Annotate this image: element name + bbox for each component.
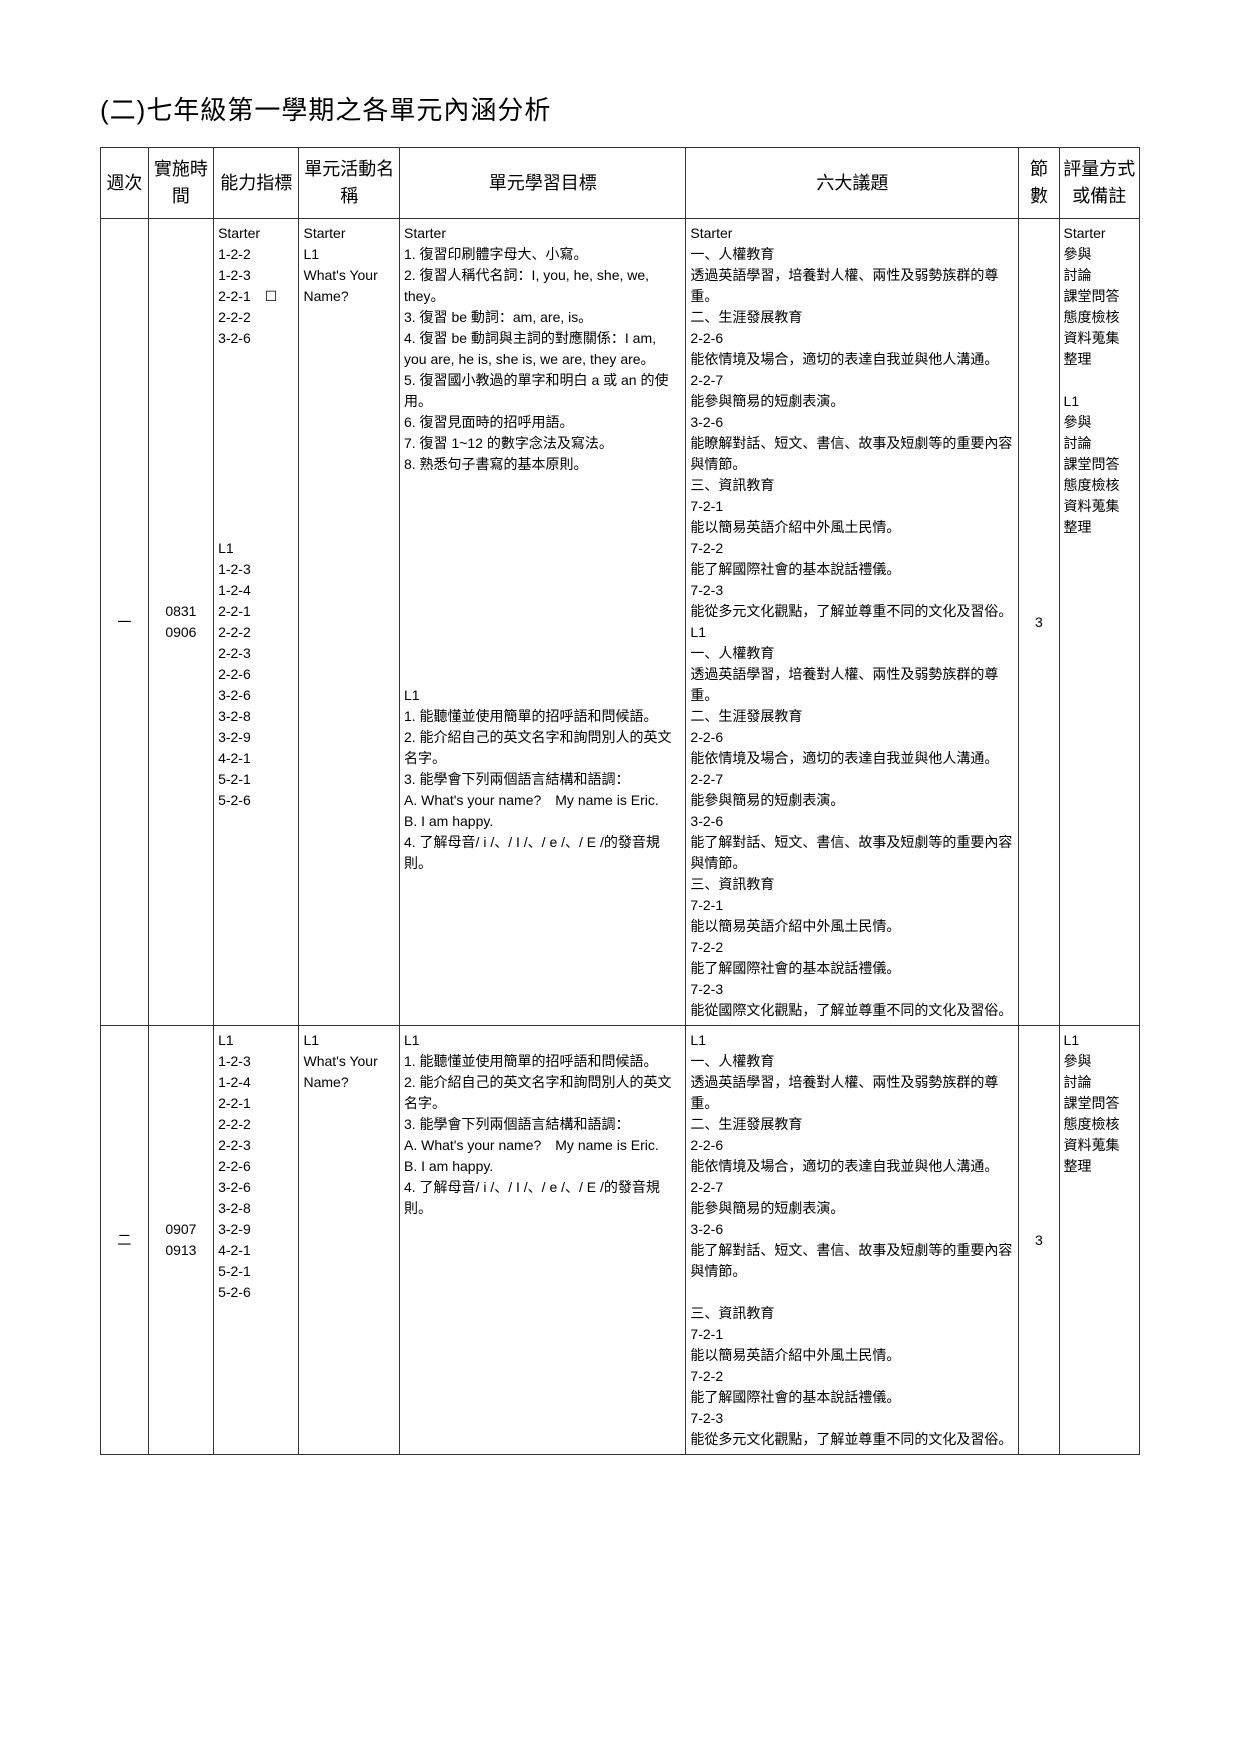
cell-ability: L1 1-2-3 1-2-4 2-2-1 2-2-2 2-2-3 2-2-6 3… [214, 1026, 299, 1455]
header-week: 週次 [101, 148, 149, 219]
cell-ability: Starter 1-2-2 1-2-3 2-2-1 ☐ 2-2-2 3-2-6 … [214, 219, 299, 1026]
header-periods: 節數 [1019, 148, 1059, 219]
curriculum-table: 週次 實施時間 能力指標 單元活動名稱 單元學習目標 六大議題 節數 評量方式或… [100, 147, 1140, 1455]
cell-evaluation: Starter 參與 討論 課堂問答 態度檢核 資料蒐集 整理 L1 參與 討論… [1059, 219, 1139, 1026]
cell-unit: Starter L1 What's Your Name? [299, 219, 400, 1026]
cell-objectives: L1 1. 能聽懂並使用簡單的招呼語和問候語。 2. 能介紹自己的英文名字和詢問… [399, 1026, 685, 1455]
page-title: (二)七年級第一學期之各單元內涵分析 [100, 90, 1140, 127]
cell-unit: L1 What's Your Name? [299, 1026, 400, 1455]
table-row: 一 0831 0906 Starter 1-2-2 1-2-3 2-2-1 ☐ … [101, 219, 1140, 1026]
header-evaluation: 評量方式或備註 [1059, 148, 1139, 219]
header-ability: 能力指標 [214, 148, 299, 219]
header-objectives: 單元學習目標 [399, 148, 685, 219]
cell-time: 0907 0913 [148, 1026, 213, 1455]
cell-objectives: Starter 1. 復習印刷體字母大、小寫。 2. 復習人稱代名詞：I, yo… [399, 219, 685, 1026]
cell-time: 0831 0906 [148, 219, 213, 1026]
table-row: 二 0907 0913 L1 1-2-3 1-2-4 2-2-1 2-2-2 2… [101, 1026, 1140, 1455]
cell-periods: 3 [1019, 219, 1059, 1026]
cell-week: 二 [101, 1026, 149, 1455]
cell-week: 一 [101, 219, 149, 1026]
cell-periods: 3 [1019, 1026, 1059, 1455]
cell-evaluation: L1 參與 討論 課堂問答 態度檢核 資料蒐集 整理 [1059, 1026, 1139, 1455]
cell-topics: L1 一、人權教育 透過英語學習，培養對人權、兩性及弱勢族群的尊重。 二、生涯發… [686, 1026, 1019, 1455]
header-unit: 單元活動名稱 [299, 148, 400, 219]
table-header-row: 週次 實施時間 能力指標 單元活動名稱 單元學習目標 六大議題 節數 評量方式或… [101, 148, 1140, 219]
cell-topics: Starter 一、人權教育 透過英語學習，培養對人權、兩性及弱勢族群的尊重。 … [686, 219, 1019, 1026]
header-time: 實施時間 [148, 148, 213, 219]
header-topics: 六大議題 [686, 148, 1019, 219]
